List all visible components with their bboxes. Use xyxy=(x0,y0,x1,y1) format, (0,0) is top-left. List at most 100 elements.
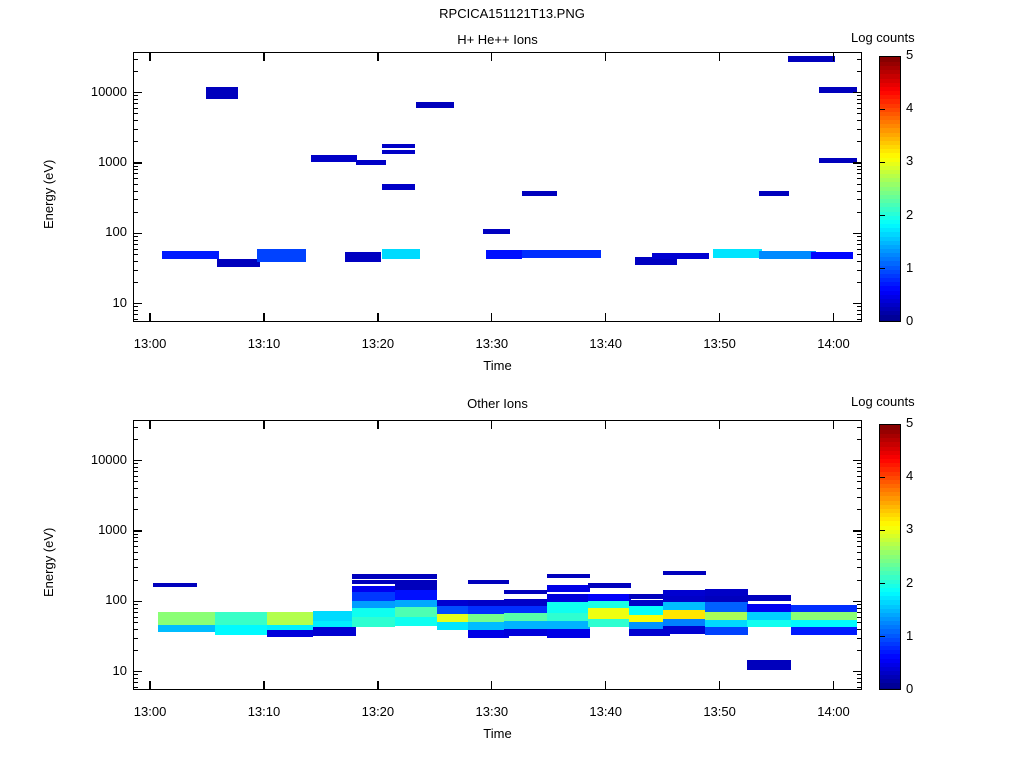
y-axis-major-tick xyxy=(133,460,142,462)
colorbar-segment xyxy=(880,549,900,555)
y-axis-minor-tick xyxy=(133,178,138,180)
x-axis-tick xyxy=(832,52,835,61)
y-axis-minor-tick xyxy=(133,183,138,185)
colorbar-segment xyxy=(880,177,900,183)
colorbar-tick-label: 4 xyxy=(906,100,914,116)
y-axis-minor-tick xyxy=(857,129,862,131)
y-axis-minor-tick xyxy=(857,426,862,428)
x-axis-tick xyxy=(263,420,265,429)
colorbar-segment xyxy=(880,508,900,514)
colorbar-tick-label: 0 xyxy=(906,681,914,696)
y-axis-minor-tick xyxy=(133,674,138,676)
colorbar-segment xyxy=(880,491,900,497)
spectrogram-cell xyxy=(394,599,437,608)
y-axis-minor-tick xyxy=(857,533,862,535)
colorbar-segment xyxy=(880,214,900,220)
spectrogram-cell xyxy=(394,580,437,591)
spectrogram-cell xyxy=(467,580,509,585)
colorbar xyxy=(879,424,901,690)
colorbar-segment xyxy=(880,645,900,651)
colorbar-segment xyxy=(880,298,900,304)
colorbar-segment xyxy=(880,314,900,320)
spectrogram-cell xyxy=(746,660,792,670)
x-axis-tick xyxy=(718,420,721,429)
spectrogram-cell xyxy=(162,251,220,260)
colorbar-segment xyxy=(880,206,900,212)
colorbar-segment xyxy=(880,260,900,266)
y-axis-minor-tick xyxy=(133,607,138,609)
y-axis-minor-tick xyxy=(857,471,862,473)
y-axis-minor-tick xyxy=(133,551,138,553)
colorbar-segment xyxy=(880,293,900,299)
spectrogram-cell xyxy=(351,608,395,617)
x-axis-tick xyxy=(832,420,835,429)
spectrogram-cell xyxy=(522,250,601,259)
spectrogram-cell xyxy=(157,612,215,625)
colorbar-segment xyxy=(880,516,900,522)
y-axis-minor-tick xyxy=(133,141,138,143)
spectrogram-cell xyxy=(818,157,858,164)
colorbar-segment xyxy=(880,277,900,283)
y-axis-minor-tick xyxy=(133,471,138,473)
spectrogram-cell xyxy=(704,620,748,628)
colorbar-segment xyxy=(880,537,900,543)
spectrogram-cell xyxy=(588,593,631,601)
y-axis-minor-tick xyxy=(857,239,862,241)
x-axis-tick-label: 13:50 xyxy=(703,704,736,719)
spectrogram-cell xyxy=(351,592,395,601)
colorbar-segment xyxy=(880,641,900,647)
colorbar-segment xyxy=(880,165,900,171)
y-axis-minor-tick xyxy=(133,426,138,428)
spectrogram-cell xyxy=(704,611,748,621)
spectrogram-cell xyxy=(467,622,509,631)
y-axis-minor-tick xyxy=(857,567,862,569)
spectrogram-cell xyxy=(257,248,306,262)
y-axis-minor-tick xyxy=(133,71,138,73)
y-axis-minor-tick xyxy=(133,306,138,308)
y-axis-minor-tick xyxy=(133,567,138,569)
x-axis-tick-label: 13:10 xyxy=(247,704,281,719)
x-axis-tick-label: 13:40 xyxy=(589,704,622,719)
x-axis-tick-label: 13:30 xyxy=(475,704,509,719)
spectrogram-cell xyxy=(547,573,590,578)
y-axis-major-tick xyxy=(853,303,862,305)
spectrogram-cell xyxy=(351,600,395,609)
colorbar-segment xyxy=(880,512,900,518)
spectrogram-cell xyxy=(394,607,437,617)
colorbar-segment xyxy=(880,524,900,530)
y-axis-minor-tick xyxy=(133,236,138,238)
spectrogram-cell xyxy=(635,256,678,265)
x-axis-tick-label: 13:00 xyxy=(133,336,167,351)
colorbar-segment xyxy=(880,281,900,287)
colorbar-segment xyxy=(880,244,900,249)
y-axis-minor-tick xyxy=(133,243,138,245)
y-axis-minor-tick xyxy=(857,178,862,180)
y-axis-minor-tick xyxy=(857,99,862,101)
colorbar-tick-label: 4 xyxy=(906,468,914,484)
y-axis-minor-tick xyxy=(857,481,862,483)
y-axis-minor-tick xyxy=(133,318,138,320)
y-axis-minor-tick xyxy=(133,488,138,490)
colorbar-tick-label: 5 xyxy=(906,47,914,62)
x-axis-tick xyxy=(605,52,607,61)
colorbar-tick-label: 1 xyxy=(906,627,914,643)
colorbar-segment xyxy=(880,256,900,262)
colorbar-segment xyxy=(880,148,900,154)
colorbar-tick xyxy=(879,476,885,478)
x-axis-tick xyxy=(605,681,607,690)
y-axis-minor-tick xyxy=(133,537,138,539)
spectrogram-cell xyxy=(522,190,557,196)
colorbar-segment xyxy=(880,73,900,79)
spectrogram-cell xyxy=(588,619,631,628)
x-axis-tick xyxy=(377,52,379,61)
x-axis-tick xyxy=(263,681,265,690)
colorbar-segment xyxy=(880,678,900,684)
y-axis-tick-label: 10000 xyxy=(90,83,127,99)
colorbar-segment xyxy=(880,202,900,208)
spectrogram-cell xyxy=(759,251,817,260)
spectrogram-cell xyxy=(382,184,416,190)
spectrogram-cell xyxy=(791,612,858,621)
y-axis-minor-tick xyxy=(133,622,138,624)
spectrogram-cell xyxy=(704,627,748,636)
y-axis-major-tick xyxy=(133,671,142,673)
